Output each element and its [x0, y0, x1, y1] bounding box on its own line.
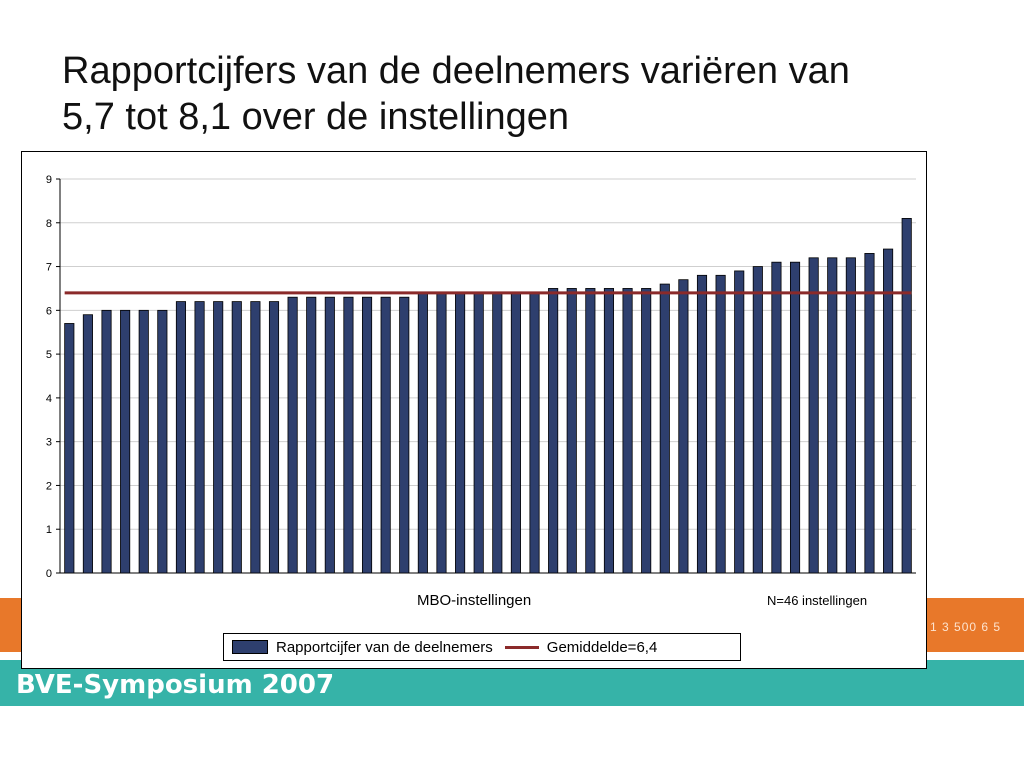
bar	[622, 288, 633, 574]
bar	[287, 296, 298, 574]
bar	[138, 309, 149, 574]
bar	[306, 296, 317, 574]
bar	[845, 257, 856, 574]
chart-legend: Rapportcijfer van de deelnemers Gemiddel…	[223, 633, 741, 661]
footer-band-code: 1 3 500 6 5	[930, 620, 1002, 634]
bar	[399, 296, 410, 574]
bar	[157, 309, 168, 574]
bar	[696, 274, 708, 574]
sample-size-note: N=46 instellingen	[767, 593, 868, 608]
legend-line-label: Gemiddelde=6,4	[546, 638, 658, 656]
bar	[659, 283, 670, 574]
bar	[455, 292, 466, 574]
slide-title-line-1: Rapportcijfers van de deelnemers variëre…	[62, 50, 850, 92]
bar	[603, 288, 615, 574]
bar	[585, 288, 596, 574]
bar	[901, 218, 912, 574]
bar	[473, 292, 484, 574]
bar	[548, 288, 559, 574]
legend-line-swatch	[504, 645, 539, 649]
y-tick-label: 9	[46, 174, 52, 186]
bar	[380, 296, 391, 574]
bar	[510, 292, 521, 574]
y-tick-label: 2	[46, 480, 52, 492]
bar	[492, 292, 503, 574]
bar	[734, 270, 745, 574]
bar	[808, 257, 819, 574]
bar	[715, 274, 726, 574]
y-tick-label: 6	[46, 305, 52, 317]
y-tick-label: 1	[46, 524, 52, 536]
bar	[883, 248, 894, 574]
bar	[566, 288, 577, 574]
footer-band-event-name: BVE-Symposium 2007	[16, 670, 335, 700]
bar	[82, 314, 93, 574]
bar	[529, 292, 540, 574]
slide-title: Rapportcijfers van de deelnemers variëre…	[62, 48, 1002, 140]
bar	[678, 279, 689, 574]
bar	[436, 292, 447, 574]
bar	[64, 323, 75, 574]
bar	[231, 301, 242, 574]
bar	[101, 309, 112, 574]
bar	[864, 253, 875, 574]
bar	[789, 261, 801, 574]
chart-panel: 0 1 2 3 4 5 6 7 8 9 MBO-instellingen N=46 instell…	[21, 151, 927, 669]
y-tick-label: 3	[46, 437, 52, 449]
legend-bar-label: Rapportcijfer van de deelnemers	[276, 638, 493, 656]
bar	[343, 296, 354, 574]
bar	[268, 301, 280, 574]
bar	[361, 296, 373, 574]
bar	[827, 257, 838, 574]
y-tick-label: 4	[46, 393, 52, 405]
y-tick-label: 5	[46, 349, 52, 361]
y-tick-label: 7	[46, 262, 52, 274]
bar	[417, 292, 428, 574]
y-tick-label: 8	[46, 218, 52, 230]
bar	[120, 309, 131, 574]
bar-chart: 0 1 2 3 4 5 6 7 8 9	[46, 174, 916, 580]
bar	[324, 296, 335, 574]
bar	[194, 301, 205, 574]
slide-title-line-2: 5,7 tot 8,1 over de instellingen	[62, 96, 570, 138]
y-tick-label: 0	[46, 568, 52, 580]
bar	[641, 288, 652, 574]
bar	[175, 301, 187, 574]
bar	[752, 266, 763, 574]
bar	[213, 301, 224, 574]
legend-bar-swatch	[232, 640, 268, 654]
bar	[250, 301, 261, 574]
x-axis-label: MBO-instellingen	[417, 592, 532, 609]
bar	[771, 261, 782, 574]
